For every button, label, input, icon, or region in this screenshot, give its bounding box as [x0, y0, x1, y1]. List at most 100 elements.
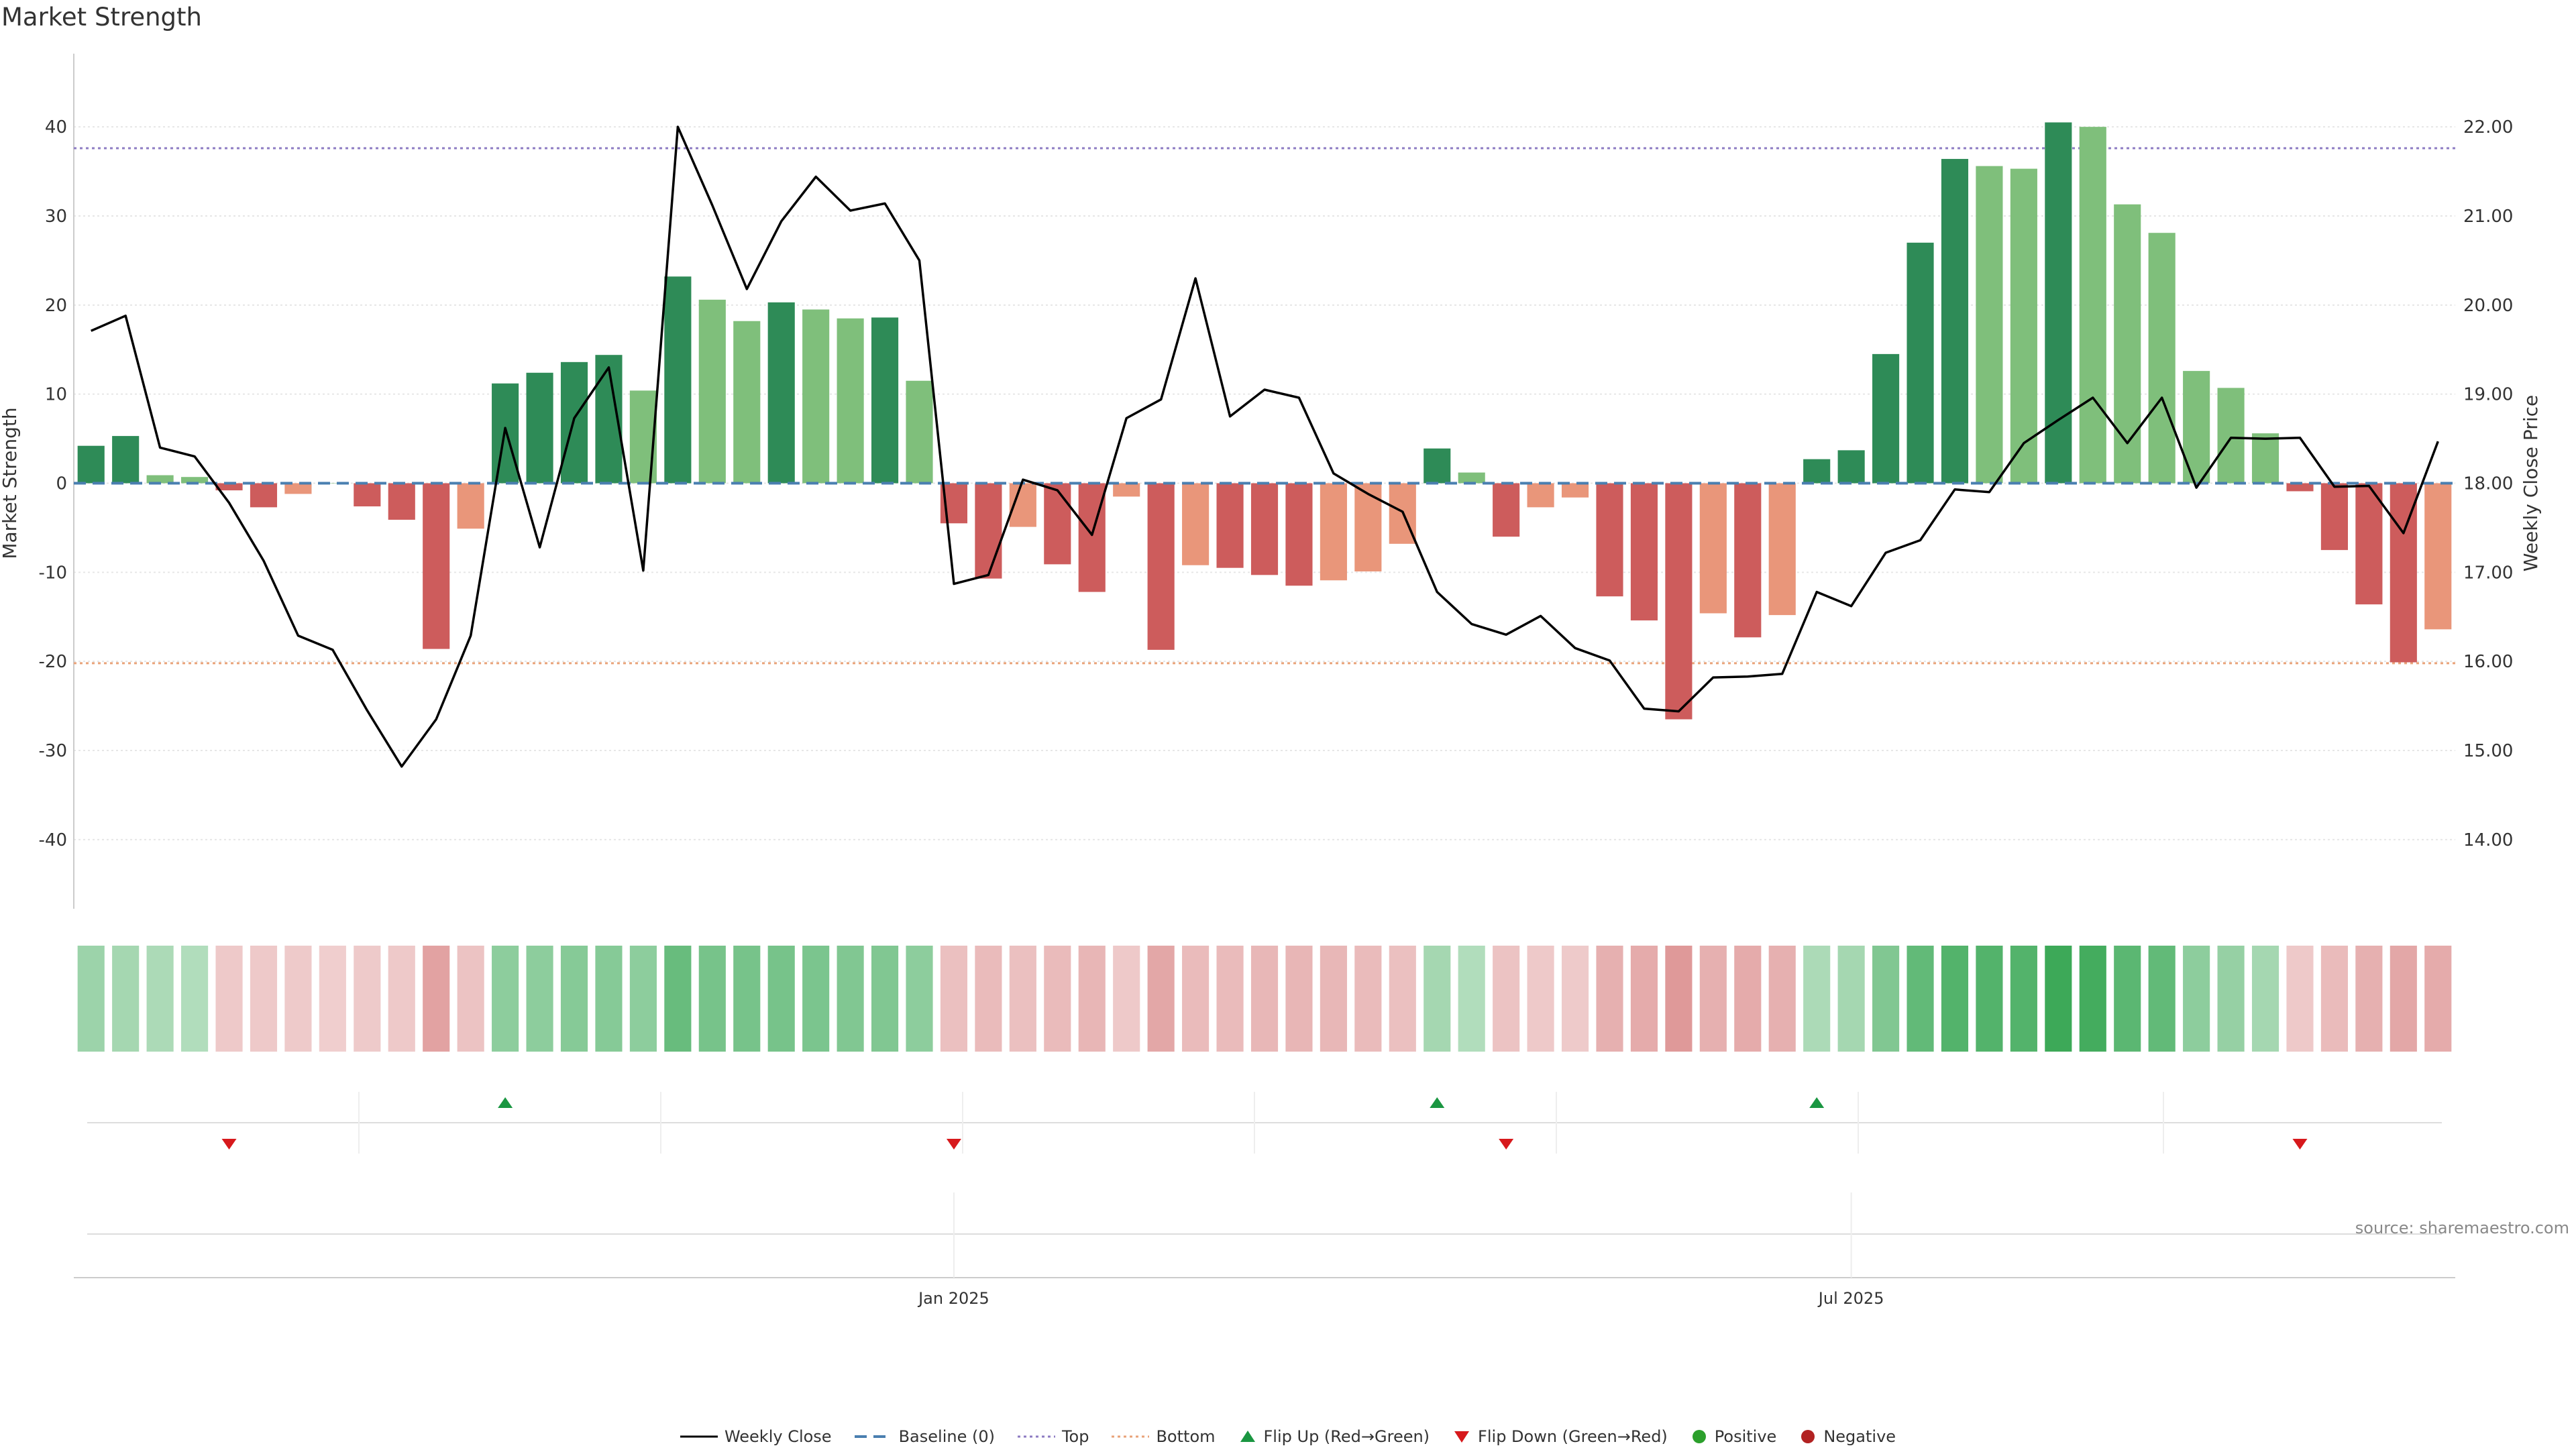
legend-bottom[interactable]: Bottom — [1112, 1427, 1216, 1446]
heat-strip-cell — [181, 946, 209, 1052]
heat-strip-cell — [423, 946, 450, 1052]
heat-strip-cell — [492, 946, 519, 1052]
heat-strip-cell — [1009, 946, 1036, 1052]
heat-strip-cell — [1907, 946, 1934, 1052]
heat-strip-cell — [1389, 946, 1416, 1052]
heat-strip-cell — [767, 946, 795, 1052]
strength-bar — [733, 321, 761, 484]
strength-bar — [2217, 388, 2245, 484]
strength-bar — [1285, 483, 1313, 586]
heat-strip-cell — [2424, 946, 2452, 1052]
strength-bar — [1250, 483, 1279, 575]
heat-strip-cell — [2010, 946, 2037, 1052]
strength-bar — [1320, 483, 1347, 581]
heat-strip-cell — [1285, 946, 1313, 1052]
strength-bar — [2148, 233, 2176, 484]
heat-strip-cell — [2217, 946, 2245, 1052]
legend-top[interactable]: Top — [1017, 1427, 1089, 1446]
strength-bar — [664, 276, 692, 484]
legend-positive[interactable]: Positive — [1690, 1427, 1777, 1446]
strength-bar — [2114, 204, 2141, 484]
heat-strip-cell — [1458, 946, 1485, 1052]
heat-strip-cell — [215, 946, 243, 1052]
heat-strip-cell — [319, 946, 346, 1052]
heat-strip-cell — [2390, 946, 2417, 1052]
legend-flip-down[interactable]: Flip Down (Green→Red) — [1452, 1427, 1668, 1446]
strength-bar — [1044, 483, 1071, 565]
strength-bar — [2424, 483, 2452, 630]
strength-bar — [2010, 168, 2037, 484]
strength-bar — [1182, 483, 1210, 565]
heat-strip-cell — [1078, 946, 1106, 1052]
strength-bar — [181, 477, 209, 484]
heat-strip-cell — [1044, 946, 1071, 1052]
strength-bar — [1976, 166, 2003, 484]
y-tick-label: 10 — [45, 385, 67, 405]
legend-top-label: Top — [1061, 1427, 1089, 1446]
legend-positive-label: Positive — [1714, 1427, 1777, 1446]
heat-strip-cell — [664, 946, 692, 1052]
legend-negative[interactable]: Negative — [1799, 1427, 1896, 1446]
chart-title: Market Strength — [1, 3, 202, 32]
strength-bar — [1527, 483, 1554, 508]
heat-strip-cell — [837, 946, 864, 1052]
strength-bar — [2045, 122, 2072, 484]
legend-baseline[interactable]: Baseline (0) — [854, 1427, 995, 1446]
heat-strip-cell — [629, 946, 657, 1052]
heat-strip-cell — [802, 946, 830, 1052]
strength-bar — [1768, 483, 1796, 616]
strength-bar — [2079, 127, 2106, 484]
strength-bar — [2320, 483, 2348, 551]
negative-dot-icon — [1801, 1430, 1815, 1443]
strength-bar — [284, 483, 312, 494]
strength-bar — [1734, 483, 1762, 638]
heat-strip-cell — [526, 946, 553, 1052]
heat-strip-cell — [388, 946, 415, 1052]
strength-bar — [354, 483, 381, 507]
y2-tick-label: 21.00 — [2463, 207, 2513, 227]
flip-down-marker — [2292, 1139, 2308, 1150]
flip-down-triangle-icon — [1454, 1431, 1470, 1443]
heat-strip-cell — [940, 946, 968, 1052]
legend-flip-down-label: Flip Down (Green→Red) — [1478, 1427, 1668, 1446]
heat-strip-cell — [1699, 946, 1727, 1052]
heat-strip-cell — [2286, 946, 2314, 1052]
strength-bar — [250, 483, 278, 508]
flip-up-marker — [498, 1097, 513, 1108]
y-axis-title: Market Strength — [0, 407, 21, 559]
heat-strip-cell — [1941, 946, 1969, 1052]
strength-bar — [1458, 472, 1485, 484]
y2-tick-label: 20.00 — [2463, 296, 2513, 316]
y2-tick-label: 18.00 — [2463, 474, 2513, 494]
heat-strip-cell — [2148, 946, 2176, 1052]
heat-strip-cell — [1320, 946, 1347, 1052]
strength-bar — [1837, 450, 1865, 484]
positive-dot-icon — [1692, 1430, 1706, 1443]
heat-strip-cell — [1630, 946, 1658, 1052]
heat-strip-cell — [698, 946, 726, 1052]
heat-strip-cell — [1216, 946, 1244, 1052]
strength-bar — [1699, 483, 1727, 614]
heat-strip-cell — [1424, 946, 1451, 1052]
heat-strip-cell — [1113, 946, 1140, 1052]
heat-strip-cell — [146, 946, 174, 1052]
legend-flip-up[interactable]: Flip Up (Red→Green) — [1238, 1427, 1430, 1446]
legend-weekly-close[interactable]: Weekly Close — [680, 1427, 832, 1446]
strength-bar — [112, 436, 140, 484]
strength-bar — [975, 483, 1002, 579]
heat-strip-cell — [1837, 946, 1865, 1052]
heat-strip-cell — [1147, 946, 1175, 1052]
y-tick-label: 40 — [45, 117, 67, 137]
strength-bar — [698, 299, 726, 484]
heat-strip-cell — [77, 946, 105, 1052]
strength-bar — [1803, 459, 1831, 484]
strength-bar — [423, 483, 450, 649]
heat-strip-cell — [1768, 946, 1796, 1052]
y-tick-label: -40 — [39, 830, 67, 850]
heat-strip-cell — [2183, 946, 2210, 1052]
legend-baseline-swatch — [854, 1435, 892, 1438]
strength-bar — [1630, 483, 1658, 621]
strength-bar — [526, 372, 553, 484]
heat-strip-cell — [1734, 946, 1762, 1052]
